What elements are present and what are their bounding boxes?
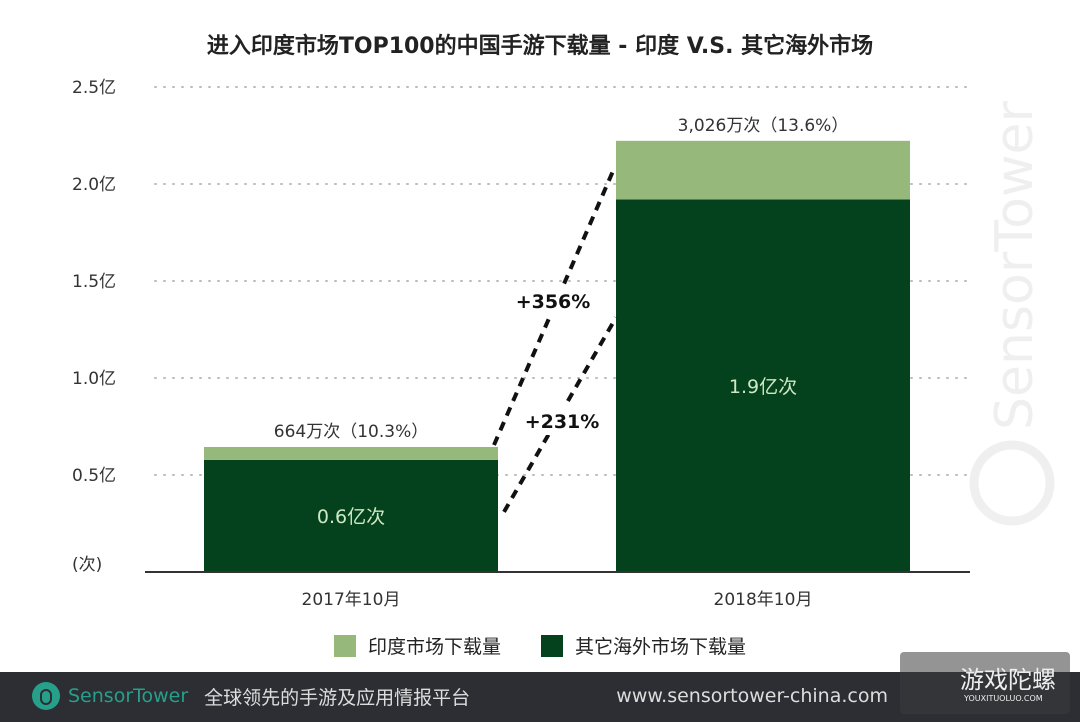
y-tick-label: 2.0亿	[72, 175, 116, 195]
svg-text:SensorTower: SensorTower	[985, 100, 1045, 430]
y-tick-label: 0.5亿	[72, 466, 116, 486]
annotation-bg	[515, 285, 595, 315]
y-axis-unit: (次)	[72, 555, 102, 575]
chart-title: 进入印度市场TOP100的中国手游下载量 - 印度 V.S. 其它海外市场	[206, 34, 874, 59]
bar-india	[204, 446, 498, 460]
footer-url: www.sensortower-china.com	[616, 685, 888, 707]
bar-other-markets	[616, 199, 910, 572]
legend-item-india: 印度市场下载量	[333, 632, 501, 659]
y-tick-label: 1.5亿	[72, 272, 116, 292]
footer-brand: SensorTower 全球领先的手游及应用情报平台	[32, 682, 470, 710]
bar-value-label-other: 0.6亿次	[317, 506, 385, 528]
overlay-watermark: 游戏陀螺 YOUXITUOLUO.COM	[900, 652, 1070, 714]
overlay-watermark-sub: YOUXITUOLUO.COM	[964, 694, 1043, 703]
y-tick-label: 2.5亿	[72, 78, 116, 98]
footer-slogan: 全球领先的手游及应用情报平台	[204, 686, 471, 709]
bar-value-label-india: 664万次（10.3%）	[274, 422, 428, 442]
annotation-other-growth: +231%	[525, 411, 600, 433]
legend-swatch-india	[333, 634, 356, 657]
legend-swatch-other	[541, 634, 563, 657]
legend-label-india: 印度市场下载量	[367, 636, 501, 658]
bar-other-markets	[204, 459, 498, 572]
bar-value-label-other: 1.9亿次	[729, 376, 797, 398]
legend: 印度市场下载量 其它海外市场下载量	[0, 632, 1080, 659]
bar-india	[616, 140, 910, 200]
legend-label-other: 其它海外市场下载量	[575, 636, 747, 658]
sensortower-logo-icon	[32, 682, 60, 710]
annotation-bg	[522, 405, 602, 435]
footer-brand-name: SensorTower	[68, 685, 189, 707]
legend-item-other: 其它海外市场下载量	[541, 632, 746, 659]
x-tick-label: 2018年10月	[714, 590, 813, 610]
annotation-total-growth: +356%	[516, 291, 591, 313]
bar-value-label-india: 3,026万次（13.6%）	[678, 116, 849, 136]
y-tick-label: 1.0亿	[72, 369, 116, 389]
overlay-watermark-text: 游戏陀螺	[960, 666, 1056, 694]
x-tick-label: 2017年10月	[302, 590, 401, 610]
